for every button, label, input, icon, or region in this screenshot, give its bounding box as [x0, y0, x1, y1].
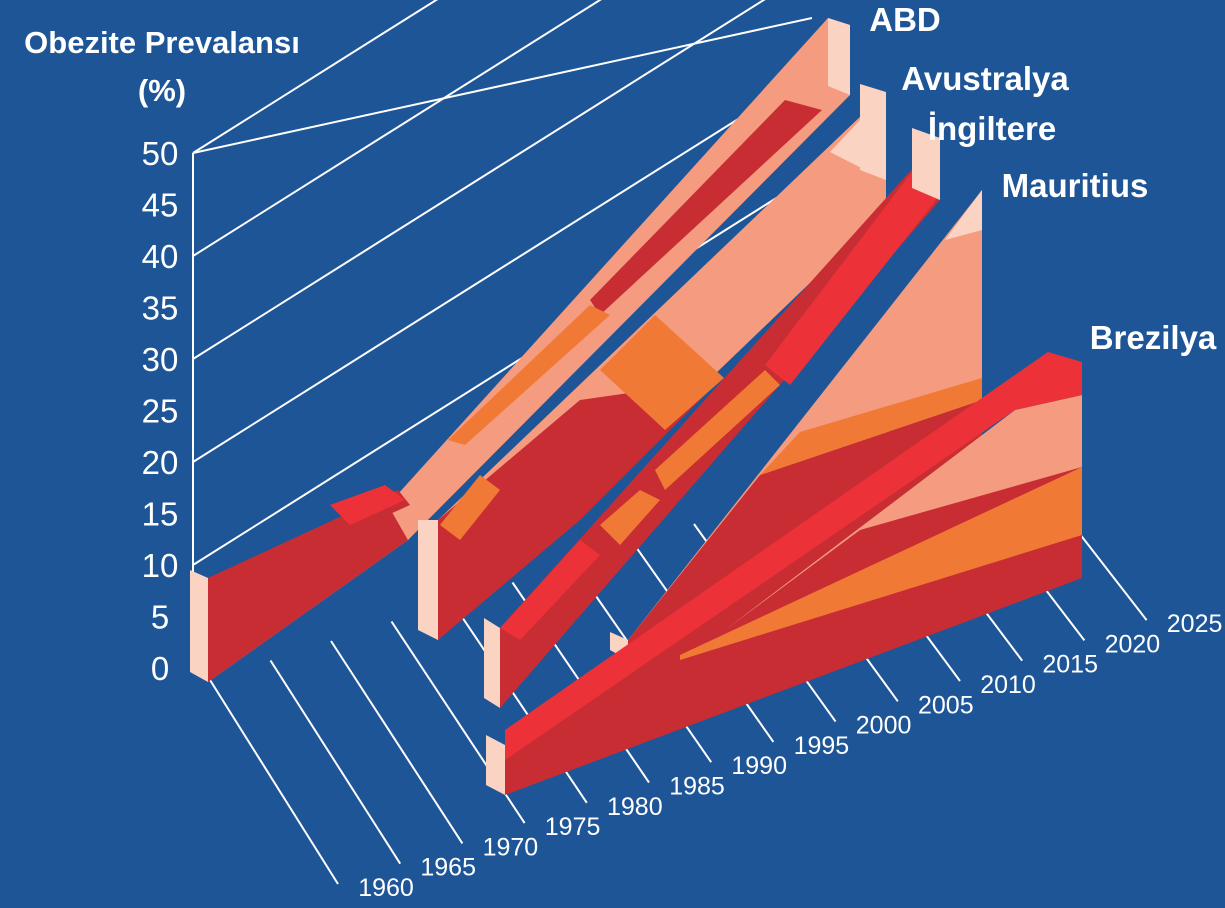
ingiltere-band-orange	[600, 490, 660, 545]
floor-line-1965	[269, 659, 402, 865]
ingiltere-band-bright-red-upper	[765, 135, 940, 385]
ingiltere-band-orange-upper	[655, 370, 780, 490]
avustralya-end-cap-front	[418, 520, 438, 640]
x-tick-label-1965: 1965	[420, 854, 476, 882]
avustralya-band-dark-red	[438, 380, 720, 640]
brezilya-end-cap-front	[486, 735, 505, 795]
gridline-50-top	[192, 17, 813, 154]
series-label-ingiltere: İngiltere	[928, 110, 1056, 147]
avustralya-band-orange	[600, 315, 724, 430]
floor-line-1960	[209, 679, 339, 885]
y-tick-label-40: 40	[142, 238, 179, 275]
y-tick-label-30: 30	[142, 341, 179, 378]
series-label-avustralya: Avustralya	[901, 60, 1069, 97]
series-label-abd: ABD	[869, 1, 941, 38]
avustralya-band-orange-2	[440, 475, 500, 540]
x-tick-label-1980: 1980	[607, 793, 663, 821]
y-tick-label-25: 25	[142, 393, 179, 430]
mauritius-band-orange	[760, 378, 982, 475]
x-tick-label-2005: 2005	[918, 691, 974, 719]
ingiltere-band-bright-red	[500, 540, 600, 640]
y-tick-label-20: 20	[142, 444, 179, 481]
series-label-brezilya: Brezilya	[1090, 319, 1217, 356]
y-tick-label-50: 50	[142, 135, 179, 172]
abd-band-orange	[448, 305, 610, 445]
floor-line-1970	[330, 640, 464, 844]
brezilya-band-salmon	[725, 395, 1082, 630]
y-tick-label-45: 45	[142, 187, 179, 224]
avustralya-top-light	[830, 120, 875, 175]
abd-band-upper-dark-red	[590, 100, 822, 315]
x-tick-label-2000: 2000	[856, 712, 912, 740]
x-tick-label-2010: 2010	[980, 671, 1036, 699]
x-tick-label-1960: 1960	[358, 874, 414, 902]
x-tick-label-1985: 1985	[669, 773, 725, 801]
x-tick-label-2015: 2015	[1042, 651, 1098, 679]
y-tick-label-35: 35	[142, 290, 179, 327]
ingiltere-end-cap-back	[912, 128, 940, 200]
abd-ribbon-front-band	[208, 505, 408, 682]
y-axis-unit-label: (%)	[138, 73, 186, 108]
y-tick-label-15: 15	[142, 496, 179, 533]
y-tick-label-0: 0	[151, 650, 169, 687]
x-tick-label-2025: 2025	[1167, 610, 1223, 638]
abd-end-cap-front	[190, 570, 208, 682]
series-label-mauritius: Mauritius	[1002, 167, 1149, 204]
chart-title: Obezite Prevalansı	[24, 25, 300, 60]
brezilya-band-bright-red	[505, 352, 1082, 760]
x-tick-label-1975: 1975	[545, 813, 601, 841]
y-tick-label-10: 10	[142, 547, 179, 584]
x-tick-label-2020: 2020	[1105, 630, 1161, 658]
x-tick-label-1995: 1995	[794, 732, 850, 760]
gridline-40	[192, 0, 602, 257]
ingiltere-end-cap-front	[484, 618, 500, 708]
brezilya-band-orange	[680, 467, 1082, 660]
x-tick-label-1990: 1990	[731, 752, 787, 780]
x-tick-label-1970: 1970	[483, 833, 539, 861]
gridline-50	[192, 0, 439, 154]
abd-end-cap-back	[828, 18, 850, 95]
gridline-30	[192, 0, 766, 360]
abd-band-bright-red	[330, 485, 405, 525]
mauritius-top-light	[945, 190, 982, 240]
gridline-10	[192, 174, 814, 566]
y-tick-label-5: 5	[151, 599, 169, 636]
gridline-20	[192, 71, 814, 463]
